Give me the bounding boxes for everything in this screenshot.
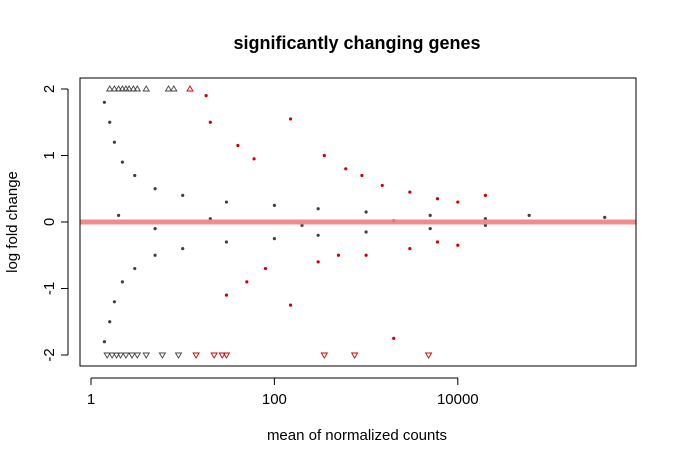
significant-point xyxy=(288,117,293,121)
gene-point xyxy=(527,213,531,217)
gene-point xyxy=(122,352,130,359)
significant-point xyxy=(186,85,194,92)
significant-point xyxy=(350,352,359,359)
gene-point xyxy=(174,352,183,359)
gene-point xyxy=(116,352,125,359)
gene-point xyxy=(105,85,114,92)
gene-point xyxy=(428,227,432,231)
y-tick-label: 1 xyxy=(41,151,58,159)
gene-point xyxy=(153,253,157,257)
significant-point xyxy=(236,143,240,148)
chart-title: significantly changing genes xyxy=(233,33,480,53)
gene-point xyxy=(142,85,151,92)
gene-point xyxy=(364,230,368,234)
gene-point xyxy=(181,247,185,251)
gene-point xyxy=(300,223,304,227)
significant-point xyxy=(288,303,293,307)
significant-point xyxy=(320,352,329,359)
significant-point xyxy=(245,280,249,284)
gene-point xyxy=(125,85,133,92)
gene-point xyxy=(108,320,112,324)
significant-point xyxy=(224,293,229,297)
gene-point xyxy=(120,160,125,164)
gene-point xyxy=(316,207,320,211)
gene-point xyxy=(108,352,116,359)
gene-point xyxy=(316,233,320,237)
significant-point xyxy=(344,167,348,171)
significant-point xyxy=(263,266,268,271)
gene-point xyxy=(110,85,119,92)
significant-point xyxy=(210,352,218,359)
significant-point xyxy=(380,183,384,188)
gene-point xyxy=(120,280,125,284)
gene-point xyxy=(272,237,276,241)
gene-point xyxy=(133,266,137,271)
significant-point xyxy=(316,260,320,264)
plot-frame xyxy=(79,77,637,367)
significant-point xyxy=(456,243,460,247)
gene-point xyxy=(170,85,178,92)
gene-point xyxy=(102,340,106,344)
gene-point xyxy=(181,193,185,197)
gene-point xyxy=(483,217,488,221)
gene-point xyxy=(133,352,142,359)
significant-point xyxy=(204,94,208,98)
gene-point xyxy=(103,352,111,359)
x-tick-label: 100 xyxy=(262,391,287,408)
gene-point xyxy=(364,210,368,214)
y-tick-label: 0 xyxy=(41,218,58,226)
gene-point xyxy=(128,352,136,359)
gene-point xyxy=(102,100,106,104)
gene-point xyxy=(208,217,212,221)
significant-point xyxy=(322,153,326,158)
significant-point xyxy=(483,193,488,197)
significant-point xyxy=(192,352,200,359)
gene-point xyxy=(164,85,173,92)
y-tick-label: 2 xyxy=(41,85,58,93)
x-axis-label: mean of normalized counts xyxy=(267,427,447,444)
y-tick-label: -1 xyxy=(41,282,58,295)
gene-point xyxy=(112,300,117,304)
significant-point xyxy=(336,253,341,257)
significant-point xyxy=(408,190,412,194)
significant-point xyxy=(408,247,412,251)
gene-point xyxy=(224,240,229,244)
gene-point xyxy=(483,223,488,227)
gene-point xyxy=(142,352,151,359)
significant-point xyxy=(360,173,364,178)
significant-point xyxy=(252,157,256,161)
gene-point xyxy=(158,352,167,359)
gene-point xyxy=(112,352,121,359)
x-tick-label: 10000 xyxy=(437,391,479,408)
significant-point xyxy=(456,200,460,204)
significant-point xyxy=(435,197,440,201)
gene-point xyxy=(117,213,121,217)
gene-point xyxy=(114,85,123,92)
gene-point xyxy=(112,140,117,144)
y-axis-label: log fold change xyxy=(4,171,21,273)
significant-point xyxy=(435,240,440,244)
gene-point xyxy=(129,85,138,92)
x-tick-label: 1 xyxy=(87,391,95,408)
significant-point xyxy=(222,352,231,359)
significant-point xyxy=(424,352,433,359)
significant-point xyxy=(218,352,227,359)
gene-point xyxy=(603,215,607,219)
gene-point xyxy=(108,120,112,124)
gene-point xyxy=(224,200,229,204)
data-points xyxy=(102,85,607,359)
gene-point xyxy=(428,213,432,217)
gene-point xyxy=(133,85,142,92)
gene-point xyxy=(272,203,276,207)
gene-point xyxy=(153,187,157,191)
significant-point xyxy=(364,253,368,257)
gene-point xyxy=(133,173,137,178)
y-axis: -2 -1 0 1 2 xyxy=(41,85,69,362)
significant-point xyxy=(392,336,396,340)
gene-point xyxy=(153,227,157,231)
x-axis: 1 100 10000 xyxy=(87,377,479,408)
significant-point xyxy=(208,120,212,124)
y-tick-label: -2 xyxy=(41,348,58,361)
